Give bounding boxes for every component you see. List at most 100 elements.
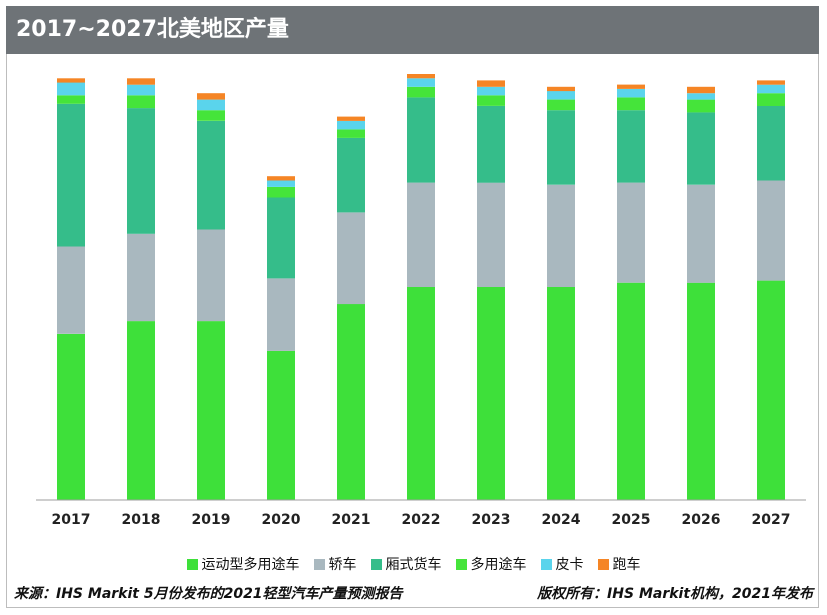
bar-segment-2024-s4 [547,91,575,100]
legend-label: 皮卡 [555,557,584,573]
bar-segment-2022-s5 [407,74,435,79]
bar-segment-2017-s2 [57,103,85,247]
bar-segment-2027-s3 [757,93,785,106]
legend-swatch [455,558,467,570]
source-note: 来源：IHS Markit 5月份发布的2021轻型汽车产量预测报告 [14,586,403,602]
bar-segment-2027-s2 [757,106,785,181]
legend-item: 跑车 [597,554,641,574]
bar-segment-2023-s1 [477,182,505,287]
x-tick-label: 2024 [542,512,581,528]
bar-segment-2023-s5 [477,80,505,87]
bar-segment-2018-s2 [127,108,155,234]
x-tick-label: 2018 [122,512,161,528]
bar-segment-2022-s0 [407,287,435,500]
bar-segment-2027-s1 [757,180,785,281]
bar-segment-2020-s3 [267,186,295,198]
legend: 运动型多用途车 轿车 厢式货车 多用途车 皮卡 跑车 [0,554,827,574]
bar-segment-2025-s4 [617,88,645,98]
bar-segment-2025-s0 [617,282,645,500]
bar-segment-2025-s3 [617,97,645,111]
bar-segment-2020-s0 [267,350,295,500]
bar-segment-2024-s1 [547,184,575,287]
bar-segment-2022-s3 [407,86,435,98]
legend-label: 多用途车 [470,557,527,573]
bar-segment-2021-s0 [337,304,365,500]
bar-segment-2023-s4 [477,86,505,96]
bar-segment-2026-s5 [687,86,715,94]
bar-segment-2027-s5 [757,80,785,85]
x-tick-label: 2023 [472,512,511,528]
legend-swatch [370,558,382,570]
x-tick-label: 2022 [402,512,441,528]
legend-swatch [597,558,609,570]
bar-segment-2022-s1 [407,182,435,287]
bar-segment-2022-s4 [407,78,435,87]
legend-swatch [540,558,552,570]
bar-segment-2026-s2 [687,112,715,185]
bar-segment-2018-s1 [127,233,155,322]
x-tick-label: 2020 [262,512,301,528]
legend-item: 皮卡 [540,554,584,574]
chart-title: 2017~2027北美地区产量 [6,6,819,54]
legend-swatch [186,558,198,570]
legend-item: 轿车 [313,554,357,574]
bar-segment-2026-s0 [687,282,715,500]
legend-label: 跑车 [612,557,641,573]
legend-label: 厢式货车 [385,557,442,573]
bar-segment-2022-s2 [407,97,435,183]
bar-segment-2017-s1 [57,246,85,334]
legend-item: 运动型多用途车 [186,554,300,574]
bar-segment-2020-s1 [267,278,295,351]
bar-segment-2021-s2 [337,137,365,213]
bar-segment-2019-s0 [197,321,225,500]
bar-segment-2021-s5 [337,116,365,121]
x-tick-label: 2021 [332,512,371,528]
bar-segment-2019-s4 [197,99,225,111]
bar-segment-2018-s4 [127,84,155,96]
bar-segment-2018-s0 [127,321,155,500]
bar-segment-2026-s1 [687,184,715,283]
bar-segment-2026-s4 [687,93,715,100]
bar-segment-2025-s1 [617,182,645,283]
bar-segment-2027-s4 [757,84,785,94]
bar-segment-2019-s1 [197,229,225,322]
bar-segment-2019-s5 [197,93,225,100]
bar-segment-2019-s3 [197,110,225,121]
legend-label: 运动型多用途车 [201,557,300,573]
bar-segment-2021-s1 [337,212,365,305]
bar-segment-2018-s3 [127,95,155,109]
bar-segment-2018-s5 [127,78,155,85]
bar-segment-2024-s5 [547,86,575,92]
x-tick-label: 2027 [752,512,791,528]
x-tick-label: 2025 [612,512,651,528]
footer: 来源：IHS Markit 5月份发布的2021轻型汽车产量预测报告 版权所有：… [14,582,813,604]
bar-segment-2024-s3 [547,99,575,111]
bar-segment-2026-s3 [687,99,715,113]
x-tick-label: 2017 [52,512,91,528]
bar-segment-2017-s0 [57,333,85,500]
bar-segment-2027-s0 [757,280,785,500]
bar-segment-2021-s4 [337,120,365,130]
bar-segment-2023-s3 [477,95,505,106]
legend-swatch [313,558,325,570]
bar-segment-2021-s3 [337,129,365,138]
bar-segment-2024-s0 [547,287,575,500]
bar-segment-2023-s0 [477,287,505,500]
legend-item: 厢式货车 [370,554,442,574]
bar-segment-2023-s2 [477,106,505,183]
bar-segment-2019-s2 [197,120,225,230]
copyright-note: 版权所有：IHS Markit机构，2021年发布 [537,586,813,602]
bar-segment-2024-s2 [547,110,575,185]
bar-segment-2017-s3 [57,95,85,104]
bars-group [57,74,785,500]
bar-segment-2020-s4 [267,180,295,187]
bar-segment-2020-s2 [267,197,295,279]
bar-segment-2025-s5 [617,84,645,89]
x-tick-label: 2019 [192,512,231,528]
bar-segment-2020-s5 [267,176,295,181]
bar-segment-2017-s4 [57,82,85,96]
legend-item: 多用途车 [455,554,527,574]
bar-segment-2025-s2 [617,110,645,183]
x-tick-labels: 2017 2018 2019 2020 2021 2022 2023 2024 2025 2026… [52,512,791,528]
